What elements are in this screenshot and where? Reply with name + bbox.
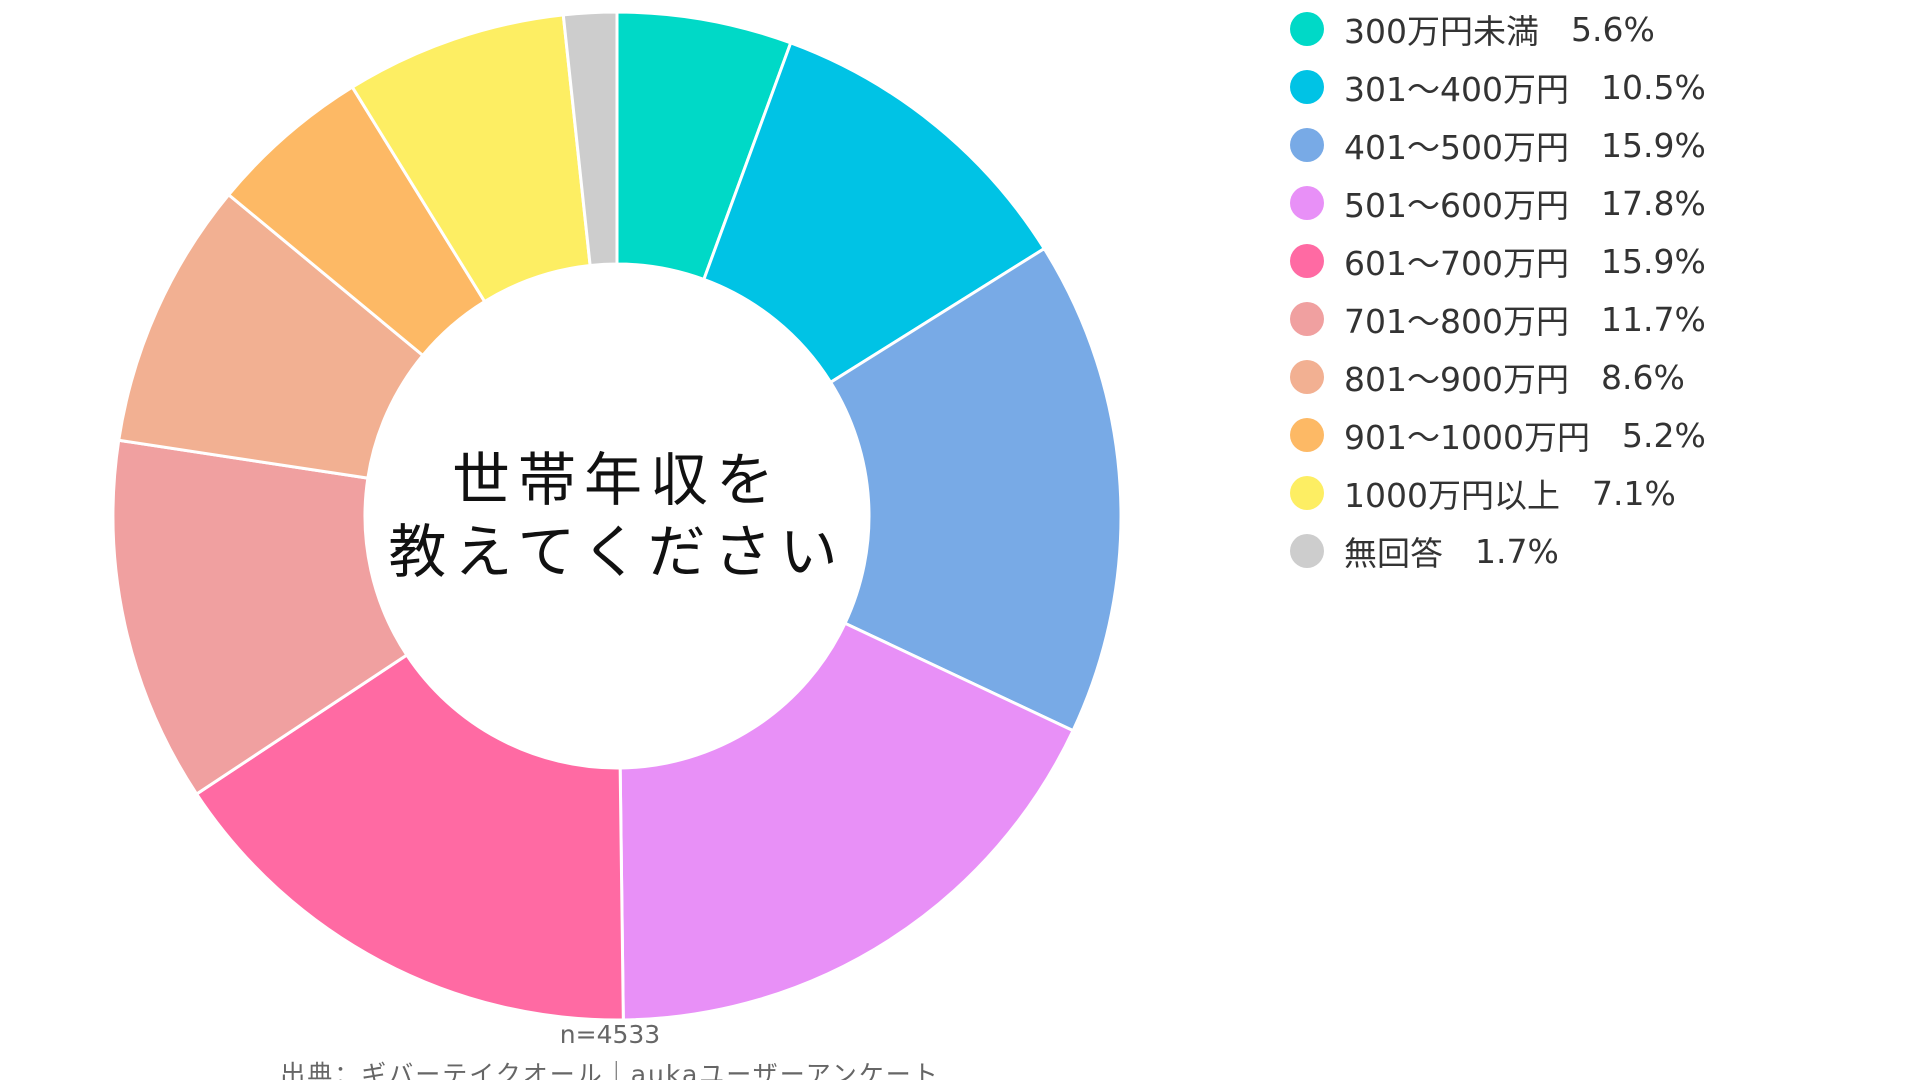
legend-value: 1.7%: [1475, 531, 1559, 571]
legend-label: 601〜700万円: [1344, 244, 1569, 283]
legend-swatch: [1290, 476, 1324, 510]
donut-slice: [111, 438, 409, 797]
legend-item: 901〜1000万円 5.2%: [1290, 406, 1890, 464]
legend-item: 501〜600万円 17.8%: [1290, 174, 1890, 232]
donut-slice: [828, 246, 1123, 733]
legend-swatch: [1290, 12, 1324, 46]
legend-label: 701〜800万円: [1344, 302, 1569, 341]
legend-label: 301〜400万円: [1344, 70, 1569, 109]
legend-swatch: [1290, 360, 1324, 394]
legend-label: 無回答: [1344, 534, 1443, 573]
legend-label: 501〜600万円: [1344, 186, 1569, 225]
legend-value: 8.6%: [1600, 357, 1685, 397]
legend-label: 901〜1000万円: [1344, 418, 1590, 457]
legend-label: 300万円未満: [1344, 12, 1539, 51]
legend-item: 301〜400万円 10.5%: [1290, 58, 1890, 116]
legend-item: 801〜900万円 8.6%: [1290, 348, 1890, 406]
legend-value: 5.6%: [1571, 9, 1655, 49]
legend-label: 401〜500万円: [1344, 128, 1569, 167]
donut-slice: [194, 652, 625, 1022]
legend-item: 300万円未満 5.6%: [1290, 0, 1890, 58]
chart-legend: 300万円未満 5.6% 301〜400万円 10.5% 401〜500万円 15.9% 5…: [1290, 0, 1890, 580]
chart-title-line: 世帯年収を: [452, 446, 782, 514]
legend-swatch: [1290, 186, 1324, 220]
sample-size-label: n=4533: [559, 1020, 661, 1049]
source-credit: 出典：ギバーテイクオール｜aukaユーザーアンケート: [280, 1060, 940, 1080]
legend-item: 701〜800万円 11.7%: [1290, 290, 1890, 348]
legend-value: 10.5%: [1600, 67, 1706, 107]
legend-value: 5.2%: [1621, 415, 1706, 455]
legend-item: 無回答 1.7%: [1290, 522, 1890, 580]
legend-label: 801〜900万円: [1344, 360, 1569, 399]
legend-item: 601〜700万円 15.9%: [1290, 232, 1890, 290]
legend-swatch: [1290, 418, 1324, 452]
legend-swatch: [1290, 70, 1324, 104]
legend-value: 15.9%: [1600, 125, 1706, 165]
legend-value: 17.8%: [1600, 183, 1706, 223]
legend-value: 15.9%: [1600, 241, 1706, 281]
legend-value: 7.1%: [1591, 473, 1676, 513]
donut-slices: [111, 10, 1123, 1022]
legend-swatch: [1290, 244, 1324, 278]
legend-value: 11.7%: [1600, 299, 1706, 339]
legend-swatch: [1290, 534, 1324, 568]
donut-slice: [701, 40, 1047, 385]
legend-swatch: [1290, 128, 1324, 162]
legend-item: 1000万円以上 7.1%: [1290, 464, 1890, 522]
legend-label: 1000万円以上: [1344, 476, 1560, 515]
legend-item: 401〜500万円 15.9%: [1290, 116, 1890, 174]
legend-swatch: [1290, 302, 1324, 336]
donut-slice: [561, 10, 619, 268]
chart-title-line: 教えてください: [388, 518, 845, 586]
donut-slice: [618, 621, 1076, 1022]
